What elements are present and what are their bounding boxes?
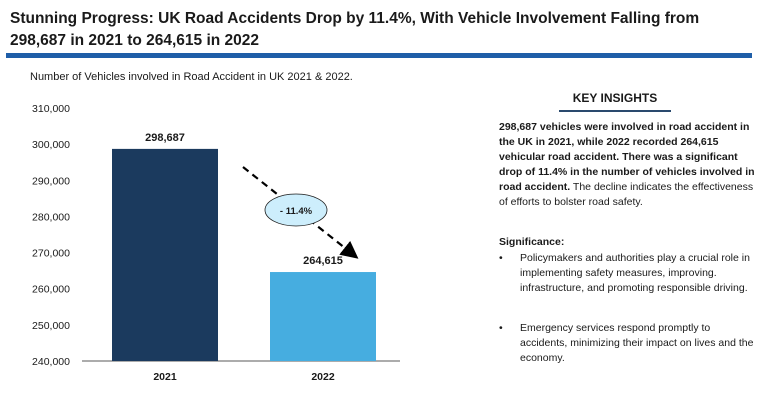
insights-normal-text: The decline indicates the effectiveness … bbox=[499, 181, 754, 208]
y-tick-label: 310,000 bbox=[32, 103, 70, 115]
bar-chart: 240,000 250,000 260,000 270,000 280,000 290,0… bbox=[32, 103, 400, 383]
data-label: 298,687 bbox=[145, 132, 185, 144]
y-tick-label: 240,000 bbox=[32, 356, 70, 368]
y-tick-label: 300,000 bbox=[32, 139, 70, 151]
title-divider bbox=[6, 53, 752, 58]
change-callout-label: - 11.4% bbox=[280, 206, 313, 217]
data-label: 264,615 bbox=[303, 255, 343, 267]
insights-bold-text: 298,687 vehicles were involved in road a… bbox=[499, 121, 755, 193]
insights-heading-underline bbox=[559, 110, 671, 112]
bar bbox=[270, 272, 376, 361]
bullet-glyph: • bbox=[499, 322, 503, 334]
chart-title: Number of Vehicles involved in Road Acci… bbox=[30, 71, 353, 83]
significance-bullet: • Emergency services respond promptly to… bbox=[499, 321, 757, 366]
page-title: Stunning Progress: UK Road Accidents Dro… bbox=[10, 10, 700, 49]
y-tick-label: 280,000 bbox=[32, 211, 70, 223]
y-tick-label: 250,000 bbox=[32, 320, 70, 332]
significance-heading: Significance: bbox=[499, 236, 565, 248]
y-tick-label: 260,000 bbox=[32, 284, 70, 296]
y-tick-label: 270,000 bbox=[32, 248, 70, 260]
insights-paragraph: 298,687 vehicles were involved in road a… bbox=[499, 120, 757, 210]
bullet-text: Policymakers and authorities play a cruc… bbox=[520, 252, 750, 294]
bar bbox=[112, 148, 218, 361]
x-tick-label: 2021 bbox=[153, 371, 177, 383]
y-tick-label: 290,000 bbox=[32, 175, 70, 187]
bullet-glyph: • bbox=[499, 252, 503, 264]
x-tick-label: 2022 bbox=[311, 371, 335, 383]
insights-heading: KEY INSIGHTS bbox=[572, 91, 658, 105]
significance-bullet: • Policymakers and authorities play a cr… bbox=[499, 251, 757, 296]
change-callout bbox=[264, 193, 328, 227]
bullet-text: Emergency services respond promptly to a… bbox=[520, 322, 754, 364]
